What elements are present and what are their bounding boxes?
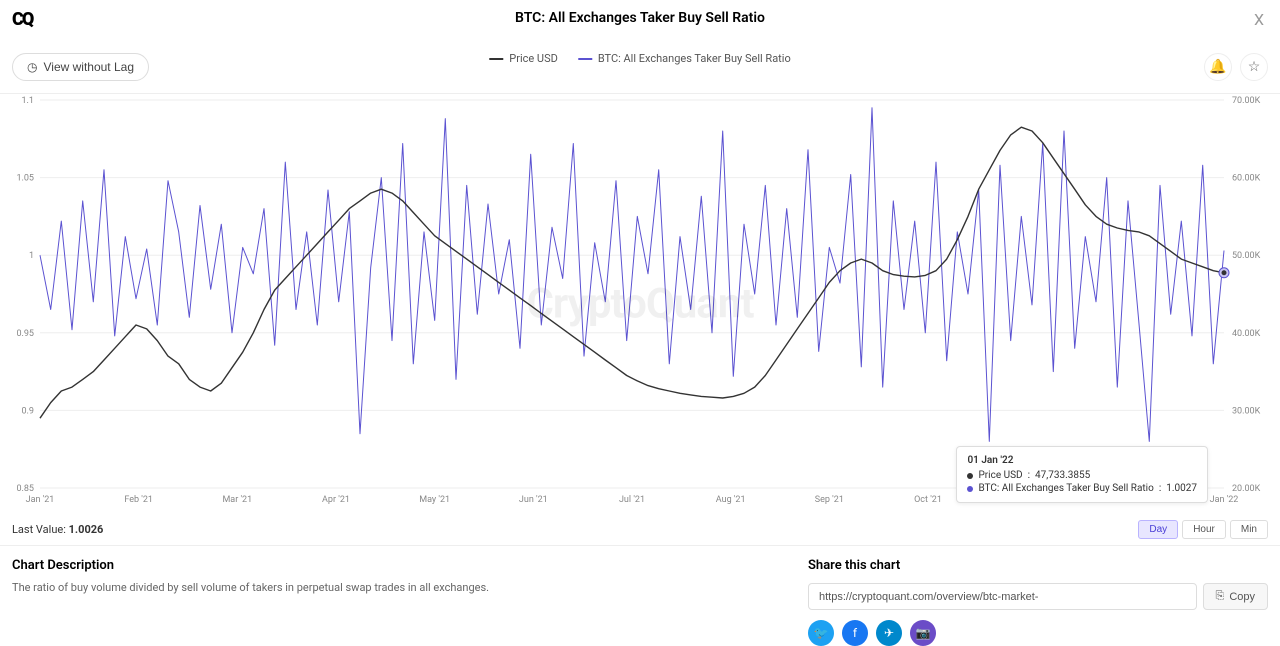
tooltip-dot-price [967, 473, 973, 479]
time-btn-min[interactable]: Min [1230, 520, 1268, 539]
legend-label-ratio: BTC: All Exchanges Taker Buy Sell Ratio [598, 52, 791, 65]
svg-text:1.1: 1.1 [22, 96, 35, 106]
chart-area[interactable]: 0.85 0.9 0.95 1 1.05 1.1 20.00K 30.00K 40.00K 50.… [0, 94, 1280, 514]
view-without-lag-label: View without Lag [43, 60, 134, 74]
svg-text:Aug '21: Aug '21 [716, 495, 746, 505]
tooltip-row-ratio: BTC: All Exchanges Taker Buy Sell Ratio … [967, 483, 1197, 494]
clock-icon: ◷ [27, 60, 37, 74]
time-btn-day[interactable]: Day [1138, 520, 1178, 539]
svg-text:Jan '22: Jan '22 [1210, 495, 1239, 505]
svg-text:Sep '21: Sep '21 [815, 495, 844, 505]
svg-text:60.00K: 60.00K [1232, 174, 1261, 184]
description-text: The ratio of buy volume divided by sell … [12, 581, 784, 594]
svg-text:40.00K: 40.00K [1232, 329, 1261, 339]
svg-text:30.00K: 30.00K [1232, 406, 1261, 416]
svg-text:Oct '21: Oct '21 [914, 495, 942, 505]
close-icon[interactable]: X [1250, 6, 1268, 33]
share-url-input[interactable] [808, 583, 1197, 610]
legend-item-price: Price USD [489, 52, 558, 65]
svg-text:0.85: 0.85 [16, 484, 34, 494]
tooltip: 01 Jan '22 Price USD : 47,733.3855 BTC: … [956, 446, 1208, 503]
bell-icon[interactable]: 🔔 [1204, 53, 1232, 81]
legend-swatch-price [489, 58, 503, 60]
camera-icon[interactable]: 📷 [910, 620, 936, 646]
view-without-lag-button[interactable]: ◷ View without Lag [12, 53, 149, 81]
copy-button[interactable]: ⎘ Copy [1203, 583, 1269, 610]
tooltip-row-price: Price USD : 47,733.3855 [967, 470, 1197, 481]
svg-text:0.95: 0.95 [16, 329, 34, 339]
share-title: Share this chart [808, 558, 1268, 573]
svg-text:1.05: 1.05 [16, 174, 34, 184]
twitter-icon[interactable]: 🐦 [808, 620, 834, 646]
page-title: BTC: All Exchanges Taker Buy Sell Ratio [515, 10, 765, 26]
svg-text:50.00K: 50.00K [1232, 251, 1261, 261]
tooltip-date: 01 Jan '22 [967, 455, 1197, 466]
copy-label: Copy [1229, 591, 1255, 603]
svg-text:1: 1 [29, 251, 34, 261]
legend: Price USD BTC: All Exchanges Taker Buy S… [489, 52, 790, 65]
svg-text:20.00K: 20.00K [1232, 484, 1261, 494]
tooltip-label-ratio: BTC: All Exchanges Taker Buy Sell Ratio [978, 483, 1153, 494]
svg-text:Jul '21: Jul '21 [619, 495, 645, 505]
facebook-icon[interactable]: f [842, 620, 868, 646]
legend-item-ratio: BTC: All Exchanges Taker Buy Sell Ratio [578, 52, 791, 65]
time-range-buttons: DayHourMin [1138, 520, 1268, 539]
svg-text:Apr '21: Apr '21 [322, 495, 350, 505]
svg-text:Mar '21: Mar '21 [222, 495, 252, 505]
last-value: Last Value: 1.0026 [12, 523, 103, 536]
legend-label-price: Price USD [509, 52, 558, 65]
svg-text:Feb '21: Feb '21 [124, 495, 153, 505]
svg-text:Jan '21: Jan '21 [26, 495, 55, 505]
svg-text:May '21: May '21 [419, 495, 450, 505]
copy-icon: ⎘ [1216, 590, 1225, 603]
star-icon[interactable]: ☆ [1240, 53, 1268, 81]
legend-swatch-ratio [578, 58, 592, 60]
svg-text:0.9: 0.9 [22, 406, 35, 416]
description-title: Chart Description [12, 558, 784, 573]
telegram-icon[interactable]: ✈ [876, 620, 902, 646]
svg-text:70.00K: 70.00K [1232, 96, 1261, 106]
logo: CQ [12, 9, 32, 30]
tooltip-value-ratio: 1.0027 [1166, 483, 1197, 494]
time-btn-hour[interactable]: Hour [1182, 520, 1226, 539]
tooltip-dot-ratio [967, 486, 973, 492]
svg-text:Jun '21: Jun '21 [519, 495, 548, 505]
tooltip-value-price: 47,733.3855 [1035, 470, 1090, 481]
tooltip-label-price: Price USD [978, 470, 1022, 481]
